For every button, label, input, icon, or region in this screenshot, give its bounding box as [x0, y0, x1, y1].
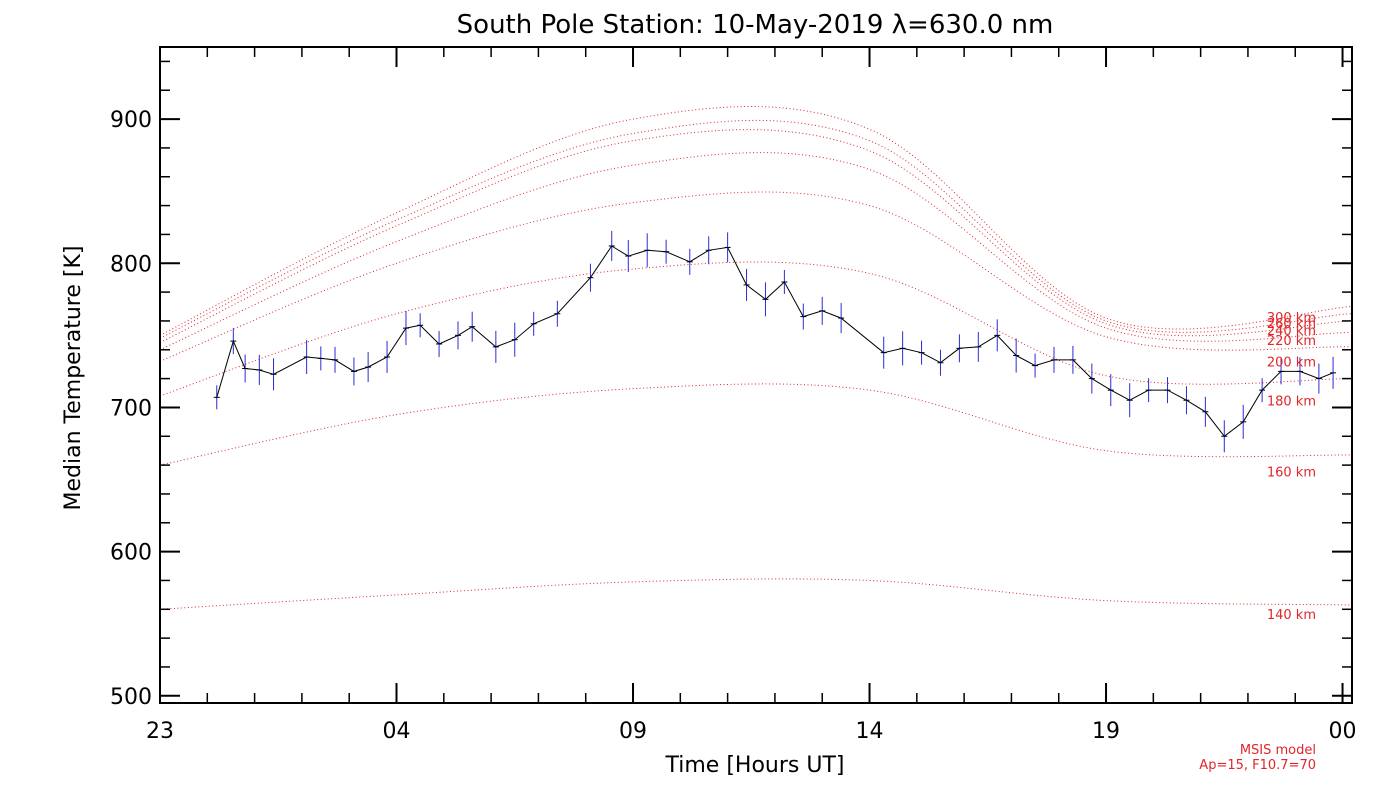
x-tick-label: 23	[146, 719, 174, 744]
y-tick-label: 800	[110, 252, 152, 277]
x-axis: 23 04 09 14 19 00	[146, 47, 1357, 744]
y-tick-label: 500	[110, 685, 152, 710]
model-curve-label: 240 km	[1267, 324, 1316, 339]
model-curve-240-km	[159, 129, 1353, 344]
x-tick-label: 14	[856, 719, 884, 744]
model-curve-label: 160 km	[1267, 465, 1316, 480]
model-curve-label: 180 km	[1267, 395, 1316, 410]
y-axis: 500 600 700 800 900	[110, 60, 1352, 710]
model-curve-180-km	[159, 261, 1353, 397]
error-bars	[216, 230, 1334, 453]
temperature-series-line	[216, 245, 1334, 437]
plot-frame	[159, 46, 1353, 704]
x-tick-label: 00	[1329, 719, 1357, 744]
x-tick-label: 09	[619, 719, 647, 744]
model-curve-160-km	[159, 383, 1353, 466]
x-tick-label: 19	[1092, 719, 1120, 744]
model-curve-label: 220 km	[1267, 334, 1316, 349]
y-axis-label: Median Temperature [K]	[61, 246, 86, 511]
x-axis-label: Time [Hours UT]	[665, 753, 845, 778]
model-curve-label: 200 km	[1267, 356, 1316, 371]
y-tick-label: 900	[110, 108, 152, 133]
model-curves	[159, 105, 1353, 610]
y-tick-label: 700	[110, 396, 152, 421]
model-curve-label: 260 km	[1267, 317, 1316, 332]
model-curve-140-km	[159, 578, 1353, 610]
model-curve-300-km	[159, 105, 1353, 336]
model-curve-label: 300 km	[1267, 311, 1316, 326]
chart-title: South Pole Station: 10-May-2019 λ=630.0 …	[457, 10, 1054, 40]
model-curve-260-km	[159, 119, 1353, 339]
y-tick-label: 600	[110, 541, 152, 566]
model-curve-220-km	[159, 152, 1353, 351]
data-series	[213, 245, 1337, 437]
model-curve-200-km	[159, 191, 1353, 362]
model-note-line2: Ap=15, F10.7=70	[1199, 758, 1316, 773]
model-curve-label: 140 km	[1267, 608, 1316, 623]
x-tick-label: 04	[383, 719, 411, 744]
model-note-line1: MSIS model	[1240, 743, 1316, 758]
